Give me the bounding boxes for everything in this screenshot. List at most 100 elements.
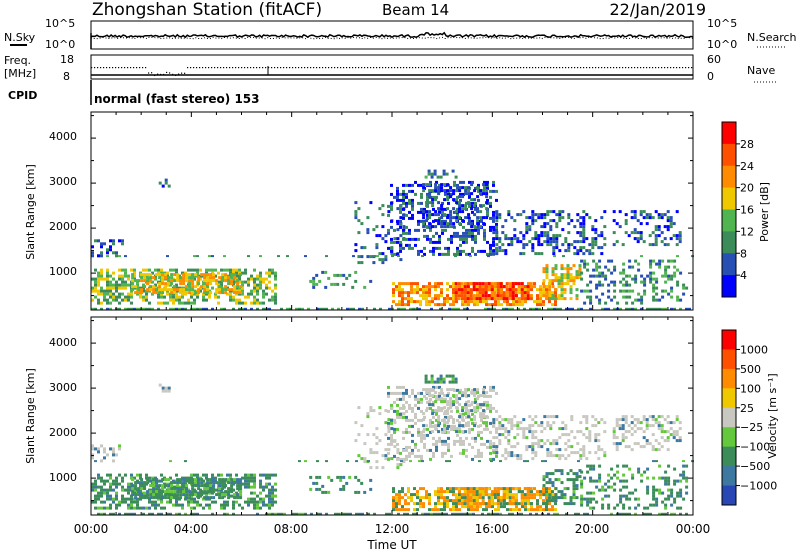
heatmap-cell <box>607 295 611 299</box>
heatmap-cell <box>363 285 367 289</box>
freq-right-tick-top: 60 <box>707 53 721 66</box>
heatmap-cell <box>387 228 390 232</box>
heatmap-cell <box>115 497 118 501</box>
heatmap-cell <box>230 273 234 277</box>
heatmap-cell <box>387 451 390 455</box>
heatmap-cell <box>426 406 429 410</box>
heatmap-cell <box>407 300 410 304</box>
heatmap-cell <box>542 493 546 497</box>
heatmap-cell <box>570 430 574 434</box>
heatmap-cell <box>655 298 659 302</box>
heatmap-cell <box>560 279 564 283</box>
heatmap-cell <box>532 307 535 310</box>
heatmap-cell <box>546 451 550 455</box>
heatmap-cell <box>140 291 144 295</box>
heatmap-cell <box>399 234 403 238</box>
heatmap-cell <box>440 496 443 500</box>
heatmap-cell <box>558 454 562 458</box>
heatmap-cell <box>425 409 429 413</box>
heatmap-cell <box>399 451 402 455</box>
heatmap-cell <box>486 400 489 404</box>
heatmap-cell <box>466 294 470 298</box>
heatmap-cell <box>507 237 511 241</box>
heatmap-cell <box>223 503 226 507</box>
heatmap-cell <box>431 297 434 301</box>
heatmap-cell <box>561 427 565 431</box>
heatmap-cell <box>560 469 564 473</box>
heatmap-cell <box>205 473 208 477</box>
heatmap-cell <box>220 506 223 510</box>
heatmap-cell <box>531 216 535 220</box>
nave-point <box>415 67 417 69</box>
heatmap-cell <box>642 210 646 214</box>
heatmap-cell <box>487 294 491 298</box>
heatmap-cell <box>443 427 447 431</box>
heatmap-cell <box>425 291 428 295</box>
heatmap-cell <box>118 307 121 310</box>
nave-point <box>544 67 546 69</box>
heatmap-cell <box>452 207 456 211</box>
heatmap-cell <box>586 470 590 474</box>
heatmap-cell <box>628 512 631 515</box>
heatmap-cell <box>563 276 567 280</box>
heatmap-cell <box>549 427 553 431</box>
heatmap-cell <box>387 210 391 214</box>
heatmap-cell <box>440 303 443 307</box>
heatmap-cell <box>685 485 689 489</box>
heatmap-cell <box>321 490 325 494</box>
nave-point <box>115 67 117 69</box>
heatmap-cell <box>589 301 593 305</box>
heatmap-cell <box>489 403 492 407</box>
heatmap-cell <box>441 430 444 434</box>
heatmap-cell <box>594 436 598 440</box>
heatmap-cell <box>145 473 148 477</box>
heatmap-cell <box>579 430 583 434</box>
heatmap-cell <box>136 283 139 287</box>
heatmap-cell <box>458 189 462 193</box>
heatmap-cell <box>127 277 130 281</box>
heatmap-cell <box>469 291 473 295</box>
heatmap-cell <box>522 427 526 431</box>
heatmap-cell <box>661 259 665 263</box>
heatmap-cell <box>554 502 557 506</box>
heatmap-cell <box>196 473 199 477</box>
heatmap-cell <box>495 213 499 217</box>
heatmap-cell <box>569 469 573 473</box>
heatmap-cell <box>464 282 467 286</box>
heatmap-cell <box>490 291 494 295</box>
heatmap-cell <box>384 454 388 458</box>
heatmap-cell <box>176 478 180 482</box>
heatmap-cell <box>161 496 165 500</box>
heatmap-cell <box>545 291 549 295</box>
heatmap-cell <box>187 268 190 272</box>
heatmap-cell <box>419 502 422 506</box>
heatmap-cell <box>592 506 596 510</box>
heatmap-cell <box>185 484 189 488</box>
heatmap-cell <box>435 385 438 389</box>
heatmap-cell <box>585 237 589 241</box>
heatmap-cell <box>402 394 405 398</box>
heatmap-cell <box>215 282 219 286</box>
nave-point <box>178 73 180 75</box>
nave-point <box>118 67 120 69</box>
heatmap-cell <box>417 427 420 431</box>
heatmap-cell <box>549 442 553 446</box>
heatmap-cell <box>470 198 474 202</box>
heatmap-cell <box>458 424 462 428</box>
heatmap-cell <box>579 240 583 244</box>
heatmap-cell <box>548 478 552 482</box>
heatmap-cell <box>158 490 162 494</box>
heatmap-cell <box>106 506 109 510</box>
power-ylabel: Slant Range [km] <box>24 164 37 260</box>
heatmap-cell <box>498 246 502 250</box>
heatmap-cell <box>158 276 162 280</box>
heatmap-cell <box>528 445 532 449</box>
heatmap-cell <box>398 291 401 295</box>
nave-point <box>481 67 483 69</box>
heatmap-cell <box>381 237 385 241</box>
heatmap-cell <box>440 216 444 220</box>
heatmap-cell <box>501 243 505 247</box>
heatmap-cell <box>157 512 160 515</box>
heatmap-cell <box>360 424 364 428</box>
heatmap-cell <box>685 476 689 480</box>
